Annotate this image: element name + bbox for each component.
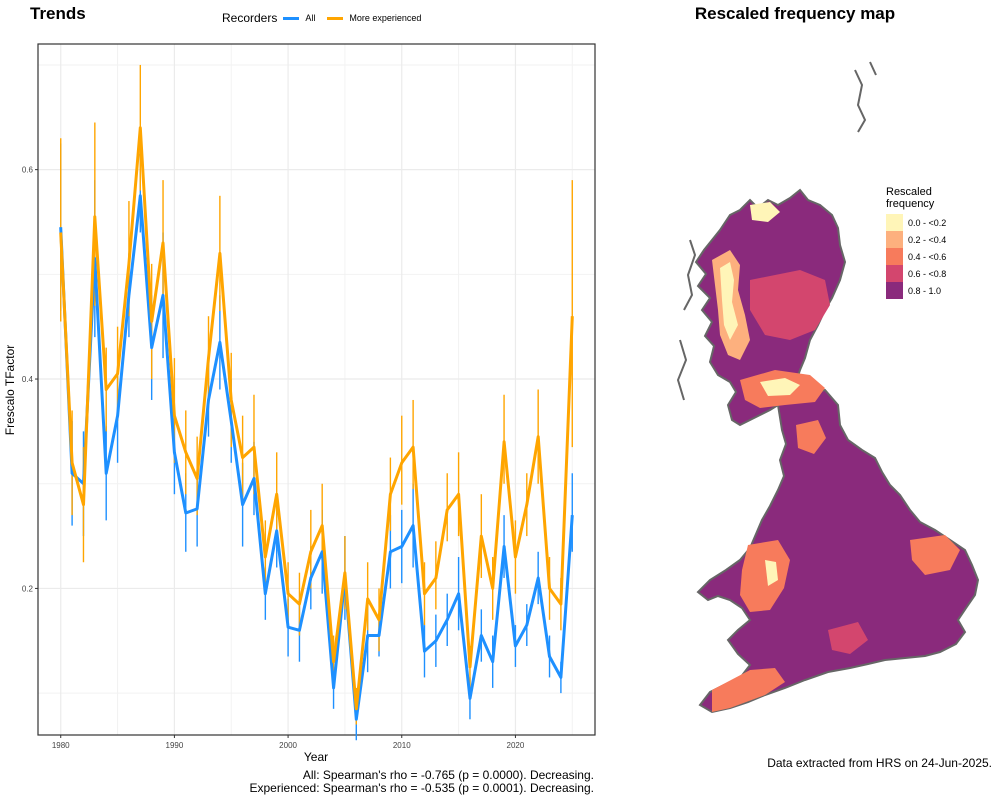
map-patch-lakes (796, 420, 826, 454)
y-tick-label: 0.2 (22, 584, 34, 593)
map-patch-north-coast (750, 202, 780, 222)
legend-label-experienced: More experienced (349, 13, 422, 23)
map-patch-wales-light (765, 560, 778, 586)
chart-legend: Recorders All More experienced (222, 11, 421, 25)
map-title: Rescaled frequency map (694, 4, 896, 23)
plot-panel-border (37, 43, 596, 736)
legend-label-all: All (305, 13, 316, 23)
map-legend-row: 0.6 - <0.8 (886, 265, 956, 282)
legend-swatch-all (283, 16, 300, 20)
map-legend-swatch (886, 282, 903, 299)
x-axis-label: Year (304, 750, 328, 764)
spearman-all-text: All: Spearman's rho = -0.765 (p = 0.0000… (302, 768, 594, 782)
map-legend-swatch (886, 265, 903, 282)
map-region-shetland (854, 61, 877, 133)
y-axis-label: Frescalo TFactor (3, 345, 17, 435)
y-tick-label: 0.4 (22, 375, 34, 384)
x-tick-label: 2000 (279, 741, 297, 750)
map-patch-southwest (712, 668, 785, 712)
map-legend-title: Rescaled frequency (886, 186, 935, 210)
map-legend-row: 0.4 - <0.6 (886, 248, 956, 265)
map-legend-swatch (886, 248, 903, 265)
x-tick-label: 1990 (166, 741, 184, 750)
legend-swatch-experienced (327, 16, 344, 20)
map-patch-south (828, 622, 868, 654)
map-legend-label: 0.4 - <0.6 (908, 251, 947, 262)
map-legend-swatch (886, 231, 903, 248)
y-tick-label: 0.6 (22, 166, 34, 175)
map-legend: Rescaled frequency 0.0 - <0.2 0.2 - <0.4 0… (886, 186, 956, 299)
x-tick-label: 2020 (507, 741, 525, 750)
trends-title: Trends (30, 4, 86, 23)
map-legend-label: 0.0 - <0.2 (908, 217, 947, 228)
map-legend-label: 0.8 - 1.0 (908, 285, 942, 296)
map-legend-swatch (886, 214, 903, 231)
legend-title: Recorders (222, 11, 278, 25)
map-region-england-wales (696, 388, 980, 714)
rescaled-frequency-map (676, 61, 980, 714)
map-region-islands-west (676, 239, 697, 401)
series-line-all (59, 194, 574, 721)
trends-chart: 0.2 0.4 0.6 1980 1990 2000 2010 2020 Year Fresc… (3, 43, 596, 764)
x-tick-label: 2010 (393, 741, 411, 750)
map-patch-highlands-light (720, 262, 738, 340)
spearman-experienced-text: Experienced: Spearman's rho = -0.535 (p … (249, 781, 595, 795)
map-patch-southern-light (760, 378, 800, 396)
map-legend-label: 0.2 - <0.4 (908, 234, 947, 245)
map-patch-cairngorms (750, 270, 830, 340)
series-line-experienced (59, 126, 574, 711)
map-patch-east-anglia (910, 535, 960, 575)
map-legend-row: 0.8 - 1.0 (886, 282, 956, 299)
map-legend-label: 0.6 - <0.8 (908, 268, 947, 279)
map-legend-row: 0.0 - <0.2 (886, 214, 956, 231)
data-credit: Data extracted from HRS on 24-Jun-2025. (767, 756, 992, 770)
x-tick-label: 1980 (52, 741, 70, 750)
map-patch-wales (740, 540, 790, 612)
map-legend-row: 0.2 - <0.4 (886, 231, 956, 248)
